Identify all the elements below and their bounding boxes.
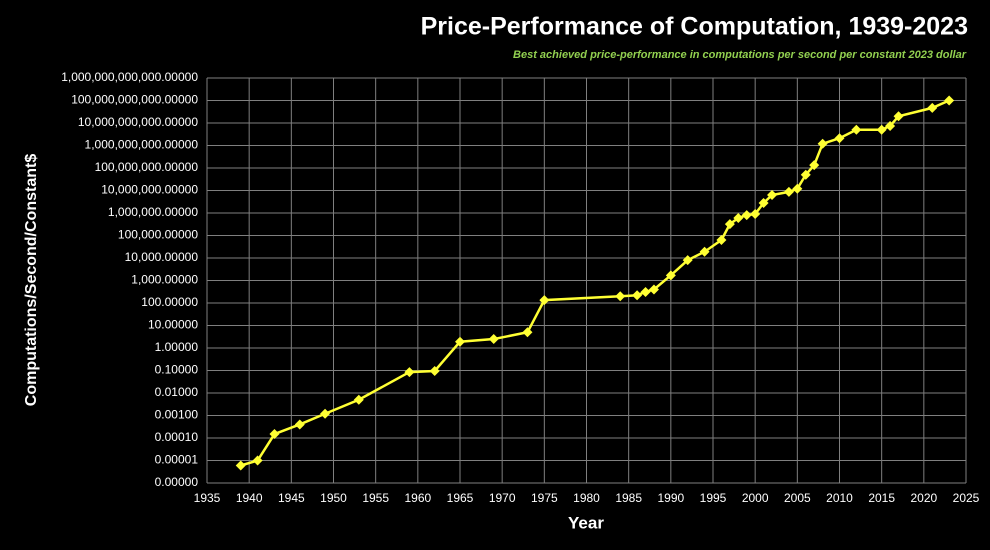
- x-tick-label: 1990: [657, 491, 684, 505]
- y-tick-label: 1,000,000,000.00000: [85, 138, 199, 152]
- y-tick-label: 0.00000: [155, 475, 199, 489]
- y-tick-label: 100.00000: [141, 295, 198, 309]
- y-tick-label: 1.00000: [155, 340, 199, 354]
- data-marker: [758, 197, 769, 208]
- data-marker: [944, 95, 955, 106]
- y-axis-label: Computations/Second/Constant$: [23, 154, 40, 407]
- data-marker: [750, 209, 761, 220]
- chart-subtitle: Best achieved price-performance in compu…: [513, 49, 967, 61]
- x-tick-label: 1980: [573, 491, 600, 505]
- data-marker: [353, 394, 364, 405]
- data-marker: [404, 367, 415, 378]
- y-tick-label: 0.00100: [155, 408, 199, 422]
- data-marker: [800, 169, 811, 180]
- data-marker: [488, 334, 499, 345]
- data-marker: [927, 102, 938, 113]
- data-marker: [632, 290, 643, 301]
- data-marker: [733, 212, 744, 223]
- data-marker: [851, 124, 862, 135]
- y-tick-label: 100,000.00000: [118, 228, 198, 242]
- data-marker: [252, 455, 263, 466]
- data-marker: [648, 284, 659, 295]
- data-marker: [269, 429, 280, 440]
- data-marker: [767, 190, 778, 201]
- x-tick-label: 1945: [278, 491, 305, 505]
- y-tick-label: 10,000.00000: [125, 250, 199, 264]
- y-tick-label: 100,000,000,000.00000: [71, 93, 198, 107]
- x-tick-label: 2015: [868, 491, 895, 505]
- x-tick-label: 1950: [320, 491, 347, 505]
- data-marker: [792, 183, 803, 194]
- y-tick-label: 10,000,000.00000: [101, 183, 198, 197]
- data-marker: [539, 295, 550, 306]
- x-tick-label: 1935: [194, 491, 221, 505]
- data-marker: [885, 120, 896, 131]
- data-marker: [699, 246, 710, 257]
- data-marker: [320, 408, 331, 419]
- x-tick-label: 1960: [404, 491, 431, 505]
- data-marker: [741, 210, 752, 221]
- y-tick-label: 1,000.00000: [131, 273, 198, 287]
- x-tick-label: 1970: [489, 491, 516, 505]
- data-marker: [522, 327, 533, 338]
- data-marker: [235, 460, 246, 471]
- data-marker: [834, 133, 845, 144]
- data-marker: [665, 270, 676, 281]
- data-marker: [294, 419, 305, 430]
- data-marker: [724, 219, 735, 230]
- y-tick-label: 0.00010: [155, 430, 199, 444]
- x-tick-label: 1985: [615, 491, 642, 505]
- data-marker: [876, 124, 887, 135]
- data-marker: [429, 366, 440, 377]
- y-tick-label: 0.01000: [155, 385, 199, 399]
- y-tick-label: 0.00001: [155, 453, 199, 467]
- data-marker: [716, 235, 727, 246]
- x-tick-label: 2025: [953, 491, 980, 505]
- y-tick-label: 0.10000: [155, 363, 199, 377]
- data-marker: [817, 138, 828, 149]
- x-tick-label: 2010: [826, 491, 853, 505]
- x-tick-label: 2005: [784, 491, 811, 505]
- y-tick-label: 10.00000: [148, 318, 198, 332]
- data-marker: [615, 291, 626, 302]
- y-tick-label: 100,000,000.00000: [95, 160, 199, 174]
- x-axis-label: Year: [568, 513, 604, 532]
- data-marker: [682, 255, 693, 266]
- x-tick-label: 1965: [447, 491, 474, 505]
- x-tick-label: 1955: [362, 491, 389, 505]
- y-tick-label: 10,000,000,000.00000: [78, 115, 198, 129]
- y-tick-label: 1,000,000,000,000.00000: [61, 70, 198, 84]
- data-marker: [783, 186, 794, 197]
- x-tick-label: 1975: [531, 491, 558, 505]
- data-marker: [809, 160, 820, 171]
- x-tick-label: 1995: [700, 491, 727, 505]
- data-marker: [455, 336, 465, 347]
- chart-title: Price-Performance of Computation, 1939-2…: [421, 13, 968, 41]
- y-tick-label: 1,000,000.00000: [108, 205, 198, 219]
- x-tick-label: 2020: [910, 491, 937, 505]
- data-marker: [640, 286, 651, 297]
- x-tick-label: 1940: [236, 491, 263, 505]
- data-marker: [893, 111, 904, 122]
- x-tick-label: 2000: [742, 491, 769, 505]
